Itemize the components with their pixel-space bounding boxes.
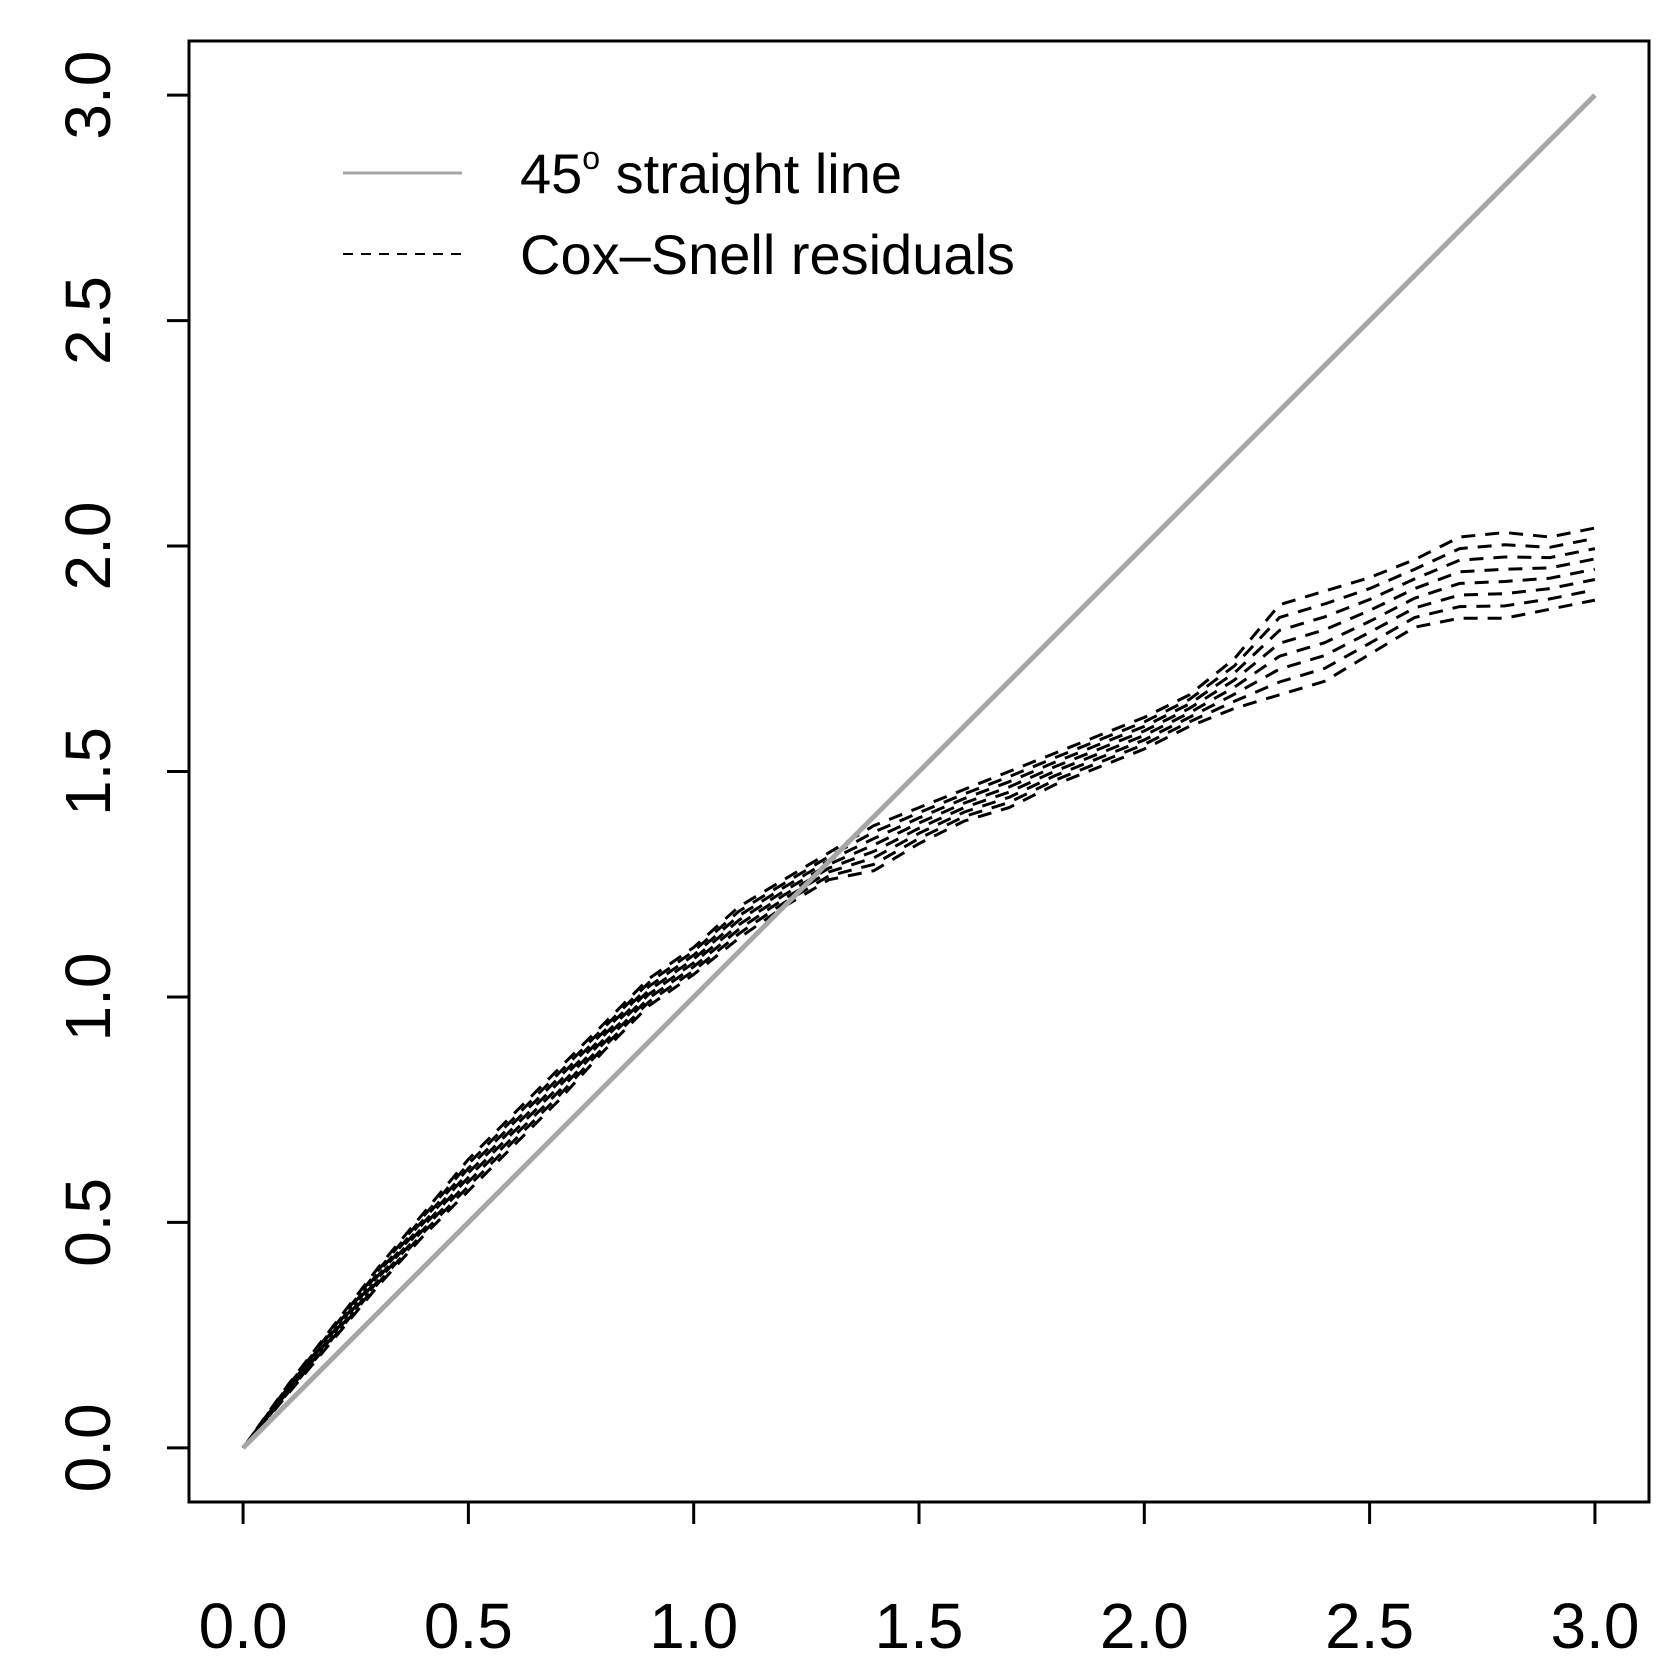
axis-ticks: 0.0 0.5 1.0 1.5 2.0 2.5 3.0 0.0 0.5 1.0 1.5 2.0 2.5 3…: [52, 51, 1639, 1662]
x-tick-label: 0.5: [424, 1590, 513, 1662]
y-tick-label: 0.0: [52, 1403, 124, 1492]
legend-label-cox-snell: Cox–Snell residuals: [520, 223, 1015, 286]
y-tick-label: 2.5: [52, 276, 124, 365]
legend: 45o straight line Cox–Snell residuals: [343, 140, 1015, 286]
residual-curve: [241, 526, 1596, 1449]
residual-curve: [241, 578, 1596, 1449]
legend-label-straight-line: 45o straight line: [520, 140, 902, 205]
residual-curve: [241, 557, 1596, 1449]
legend-straight-line-suffix: straight line: [600, 142, 902, 205]
x-tick-label: 1.5: [875, 1590, 964, 1662]
x-tick-label: 2.0: [1100, 1590, 1189, 1662]
residual-curve: [241, 547, 1596, 1449]
x-tick-label: 0.0: [199, 1590, 288, 1662]
y-tick-label: 1.5: [52, 727, 124, 816]
residual-curve: [241, 598, 1596, 1449]
x-tick-label: 2.5: [1325, 1590, 1414, 1662]
residual-curve: [241, 567, 1596, 1449]
x-tick-label: 1.0: [649, 1590, 738, 1662]
y-tick-label: 3.0: [52, 51, 124, 140]
y-tick-label: 2.0: [52, 502, 124, 591]
x-tick-label: 3.0: [1550, 1590, 1639, 1662]
legend-straight-line-number: 45: [520, 142, 582, 205]
y-tick-label: 0.5: [52, 1178, 124, 1267]
residual-curve: [241, 536, 1596, 1449]
y-tick-label: 1.0: [52, 952, 124, 1041]
reference-line-45-degree: [241, 93, 1597, 1450]
residual-curves: [241, 526, 1596, 1449]
legend-degree-superscript: o: [582, 140, 600, 176]
residual-curve: [241, 588, 1596, 1449]
